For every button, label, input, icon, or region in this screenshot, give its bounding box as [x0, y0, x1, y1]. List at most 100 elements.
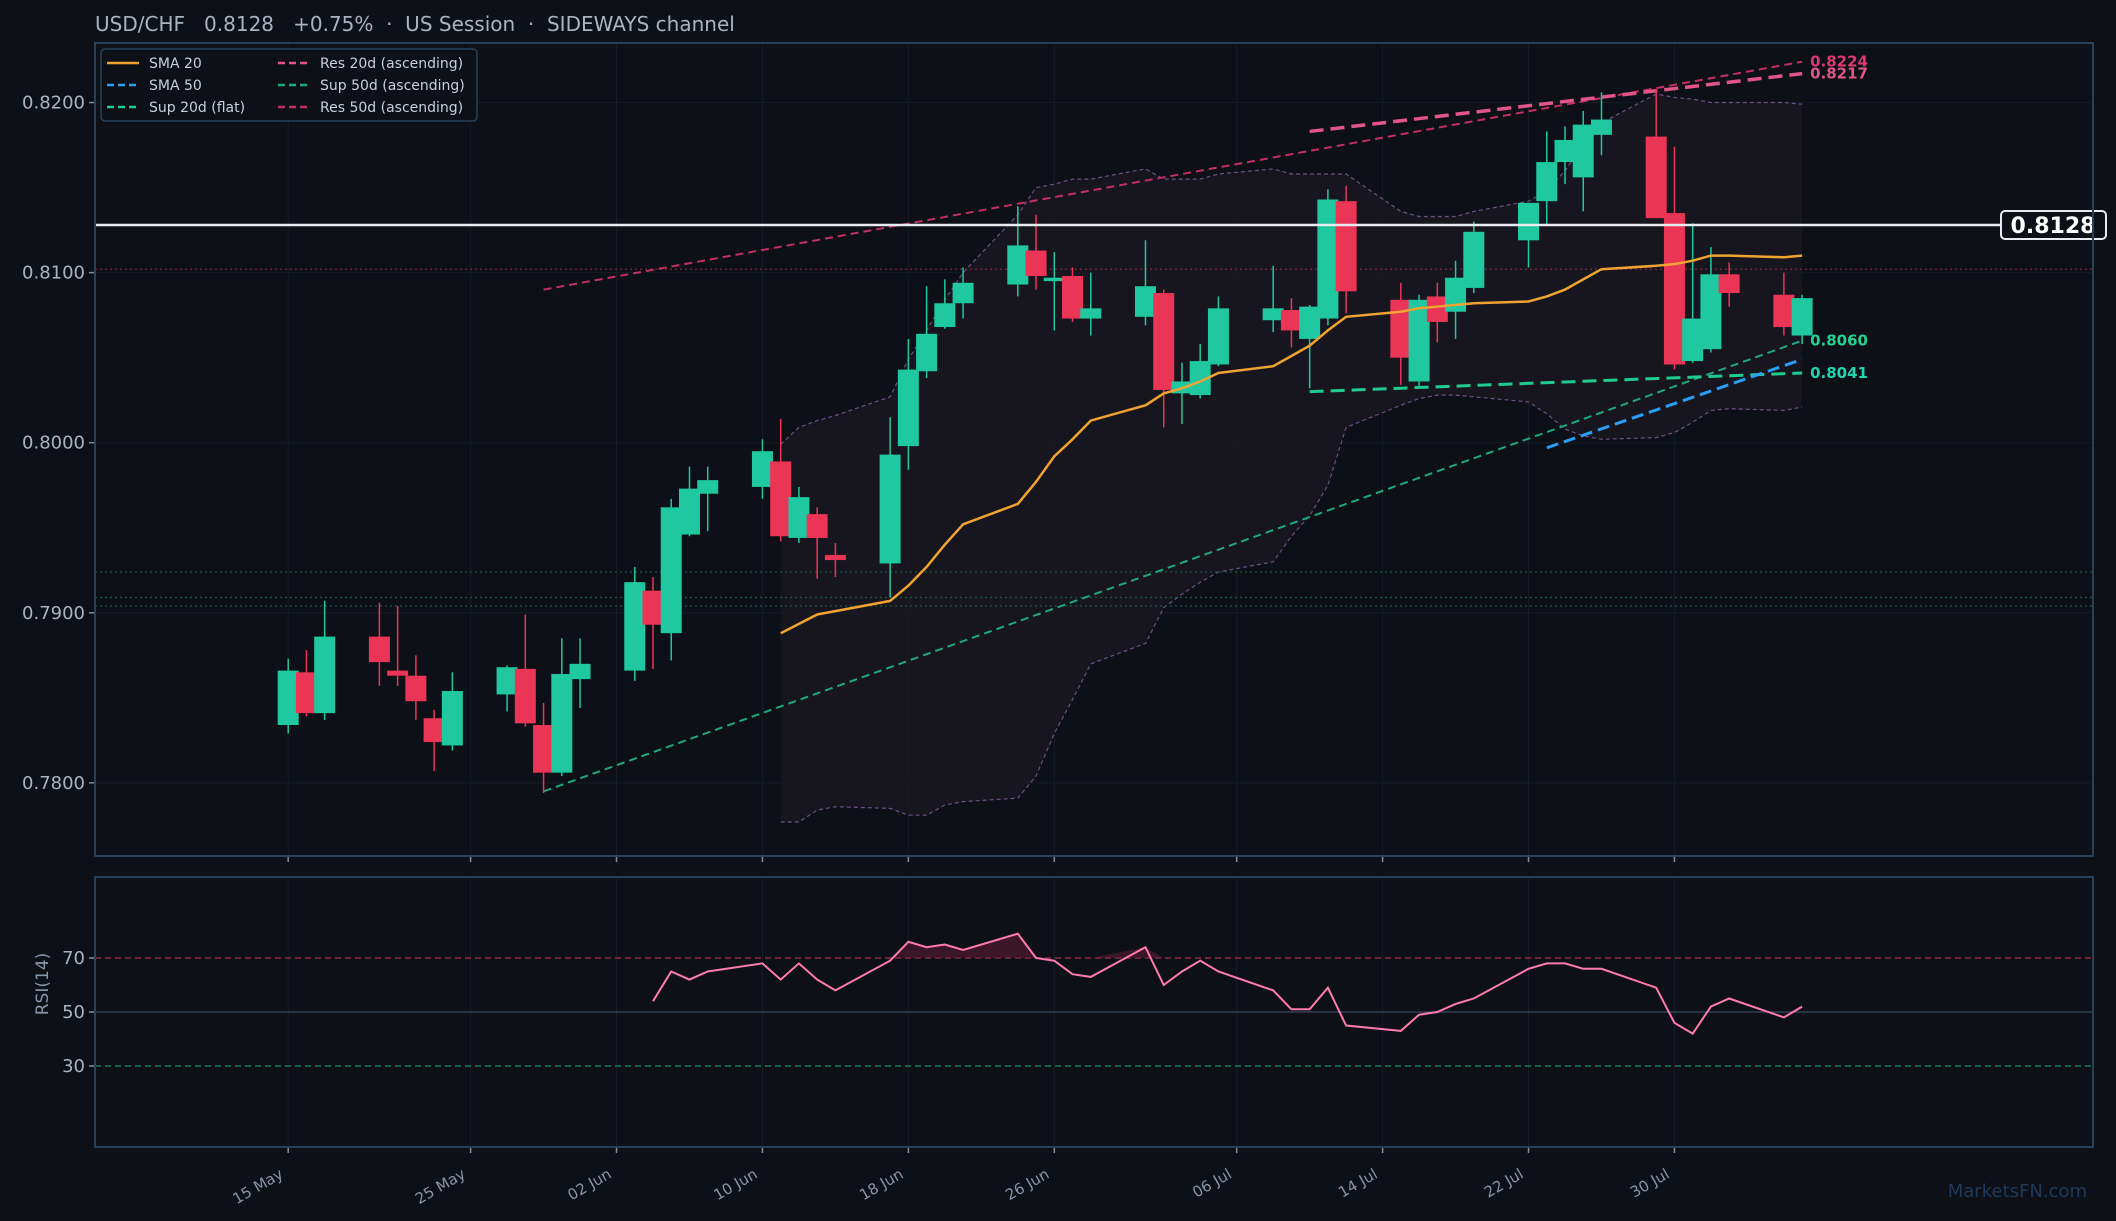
- candle: [1682, 223, 1704, 363]
- candle-body: [697, 480, 719, 494]
- candle-body: [879, 454, 901, 564]
- candle-body: [387, 670, 409, 676]
- candle-body: [1299, 306, 1321, 339]
- candle-body: [624, 582, 646, 671]
- rsi-axis-label: RSI(14): [33, 953, 53, 1016]
- candle: [642, 577, 664, 669]
- candle-body: [934, 303, 956, 328]
- bollinger-lower-line: [780, 394, 1803, 823]
- candle: [934, 279, 956, 329]
- candle-body: [1134, 286, 1156, 317]
- candle-body: [1645, 136, 1667, 219]
- candle: [1426, 282, 1448, 343]
- candle: [1700, 247, 1722, 353]
- legend-label: Res 50d (ascending): [320, 100, 463, 116]
- candle: [514, 614, 536, 727]
- y-tick-label: 0.8200: [22, 93, 85, 114]
- candle: [897, 338, 919, 470]
- rsi-overbought-fill: [908, 941, 927, 958]
- y-tick-label: 0.8000: [22, 433, 85, 454]
- rsi-y-tick-label: 70: [62, 948, 85, 969]
- candle-body: [1262, 308, 1284, 321]
- candle: [551, 638, 573, 777]
- candle-body: [1426, 296, 1448, 322]
- candle: [916, 286, 938, 379]
- legend-label: SMA 20: [149, 56, 202, 72]
- candle-body: [1025, 250, 1047, 277]
- candle-body: [751, 451, 773, 487]
- candle: [660, 498, 682, 661]
- current-price-tag: [2000, 209, 2107, 240]
- candle-body: [660, 507, 682, 634]
- chart-title: USD/CHF 0.8128 +0.75% · US Session · SID…: [95, 12, 735, 36]
- price-panel-frame: [94, 42, 2094, 857]
- candle: [1007, 206, 1029, 297]
- candle-body: [1554, 139, 1576, 163]
- candle: [697, 466, 719, 532]
- candle: [1791, 294, 1813, 345]
- candle-body: [1153, 293, 1175, 390]
- candle-body: [1590, 119, 1612, 135]
- candle-body: [788, 497, 810, 538]
- candle: [1062, 267, 1084, 322]
- rsi-y-tick-label: 30: [62, 1056, 85, 1077]
- candle-body: [1317, 199, 1339, 319]
- candle: [1773, 272, 1795, 336]
- y-tick-label: 0.7800: [22, 773, 85, 794]
- candle-body: [533, 725, 555, 773]
- candle-body: [1043, 277, 1065, 282]
- candle-body: [1189, 361, 1211, 396]
- candle: [1572, 111, 1594, 212]
- candle-body: [1062, 276, 1084, 319]
- candle: [1554, 126, 1576, 185]
- candle-body: [916, 333, 938, 372]
- candle-body: [277, 670, 299, 726]
- candle-body: [1080, 308, 1102, 319]
- candle-body: [441, 691, 463, 746]
- candle: [1134, 240, 1156, 326]
- candle-body: [1518, 202, 1540, 241]
- candle-body: [405, 675, 427, 702]
- candle: [1390, 282, 1412, 385]
- candle-body: [295, 672, 317, 714]
- candle-body: [1390, 299, 1412, 358]
- candle: [405, 655, 427, 720]
- candle: [496, 665, 518, 712]
- sup-20d-trendline: [1309, 371, 1803, 394]
- candle: [423, 709, 445, 771]
- candle: [368, 602, 390, 686]
- rsi-panel-frame: [94, 876, 2094, 1148]
- rsi-overbought-fill: [926, 944, 945, 958]
- candle-body: [1773, 294, 1795, 328]
- candle: [806, 507, 828, 579]
- candle-body: [1663, 213, 1685, 365]
- candle-body: [1280, 310, 1302, 331]
- candle-body: [368, 636, 390, 663]
- y-tick-label: 0.8100: [22, 263, 85, 284]
- candle-body: [1718, 274, 1740, 294]
- rsi-panel: 15 May 25 May 02 Jun 10 Jun 18 Jun 26 Jun 06 J…: [33, 876, 2094, 1208]
- watermark: MarketsFN.com: [1948, 1181, 2087, 1202]
- candle-body: [1536, 162, 1558, 202]
- candle: [879, 417, 901, 598]
- sup-50d-trendline-end-label: 0.8060: [1810, 332, 1868, 350]
- candle-body: [496, 667, 518, 695]
- candle-body: [1572, 124, 1594, 178]
- legend-label: Res 20d (ascending): [320, 56, 463, 72]
- candle: [770, 418, 792, 542]
- candle-body: [1335, 201, 1357, 292]
- sma50-line: [1546, 357, 1803, 450]
- candle-body: [314, 636, 336, 714]
- candle: [387, 605, 409, 686]
- legend: SMA 20 SMA 50 Sup 20d (flat) Res 20d (ascen…: [100, 48, 478, 122]
- candle: [441, 672, 463, 751]
- candle-body: [1700, 274, 1722, 350]
- candle-body: [1007, 245, 1029, 285]
- candle: [277, 658, 299, 734]
- sup-20d-trendline-end-label: 0.8041: [1810, 364, 1868, 382]
- candle-body: [514, 668, 536, 724]
- candle-body: [551, 674, 573, 773]
- candle-body: [1207, 308, 1229, 365]
